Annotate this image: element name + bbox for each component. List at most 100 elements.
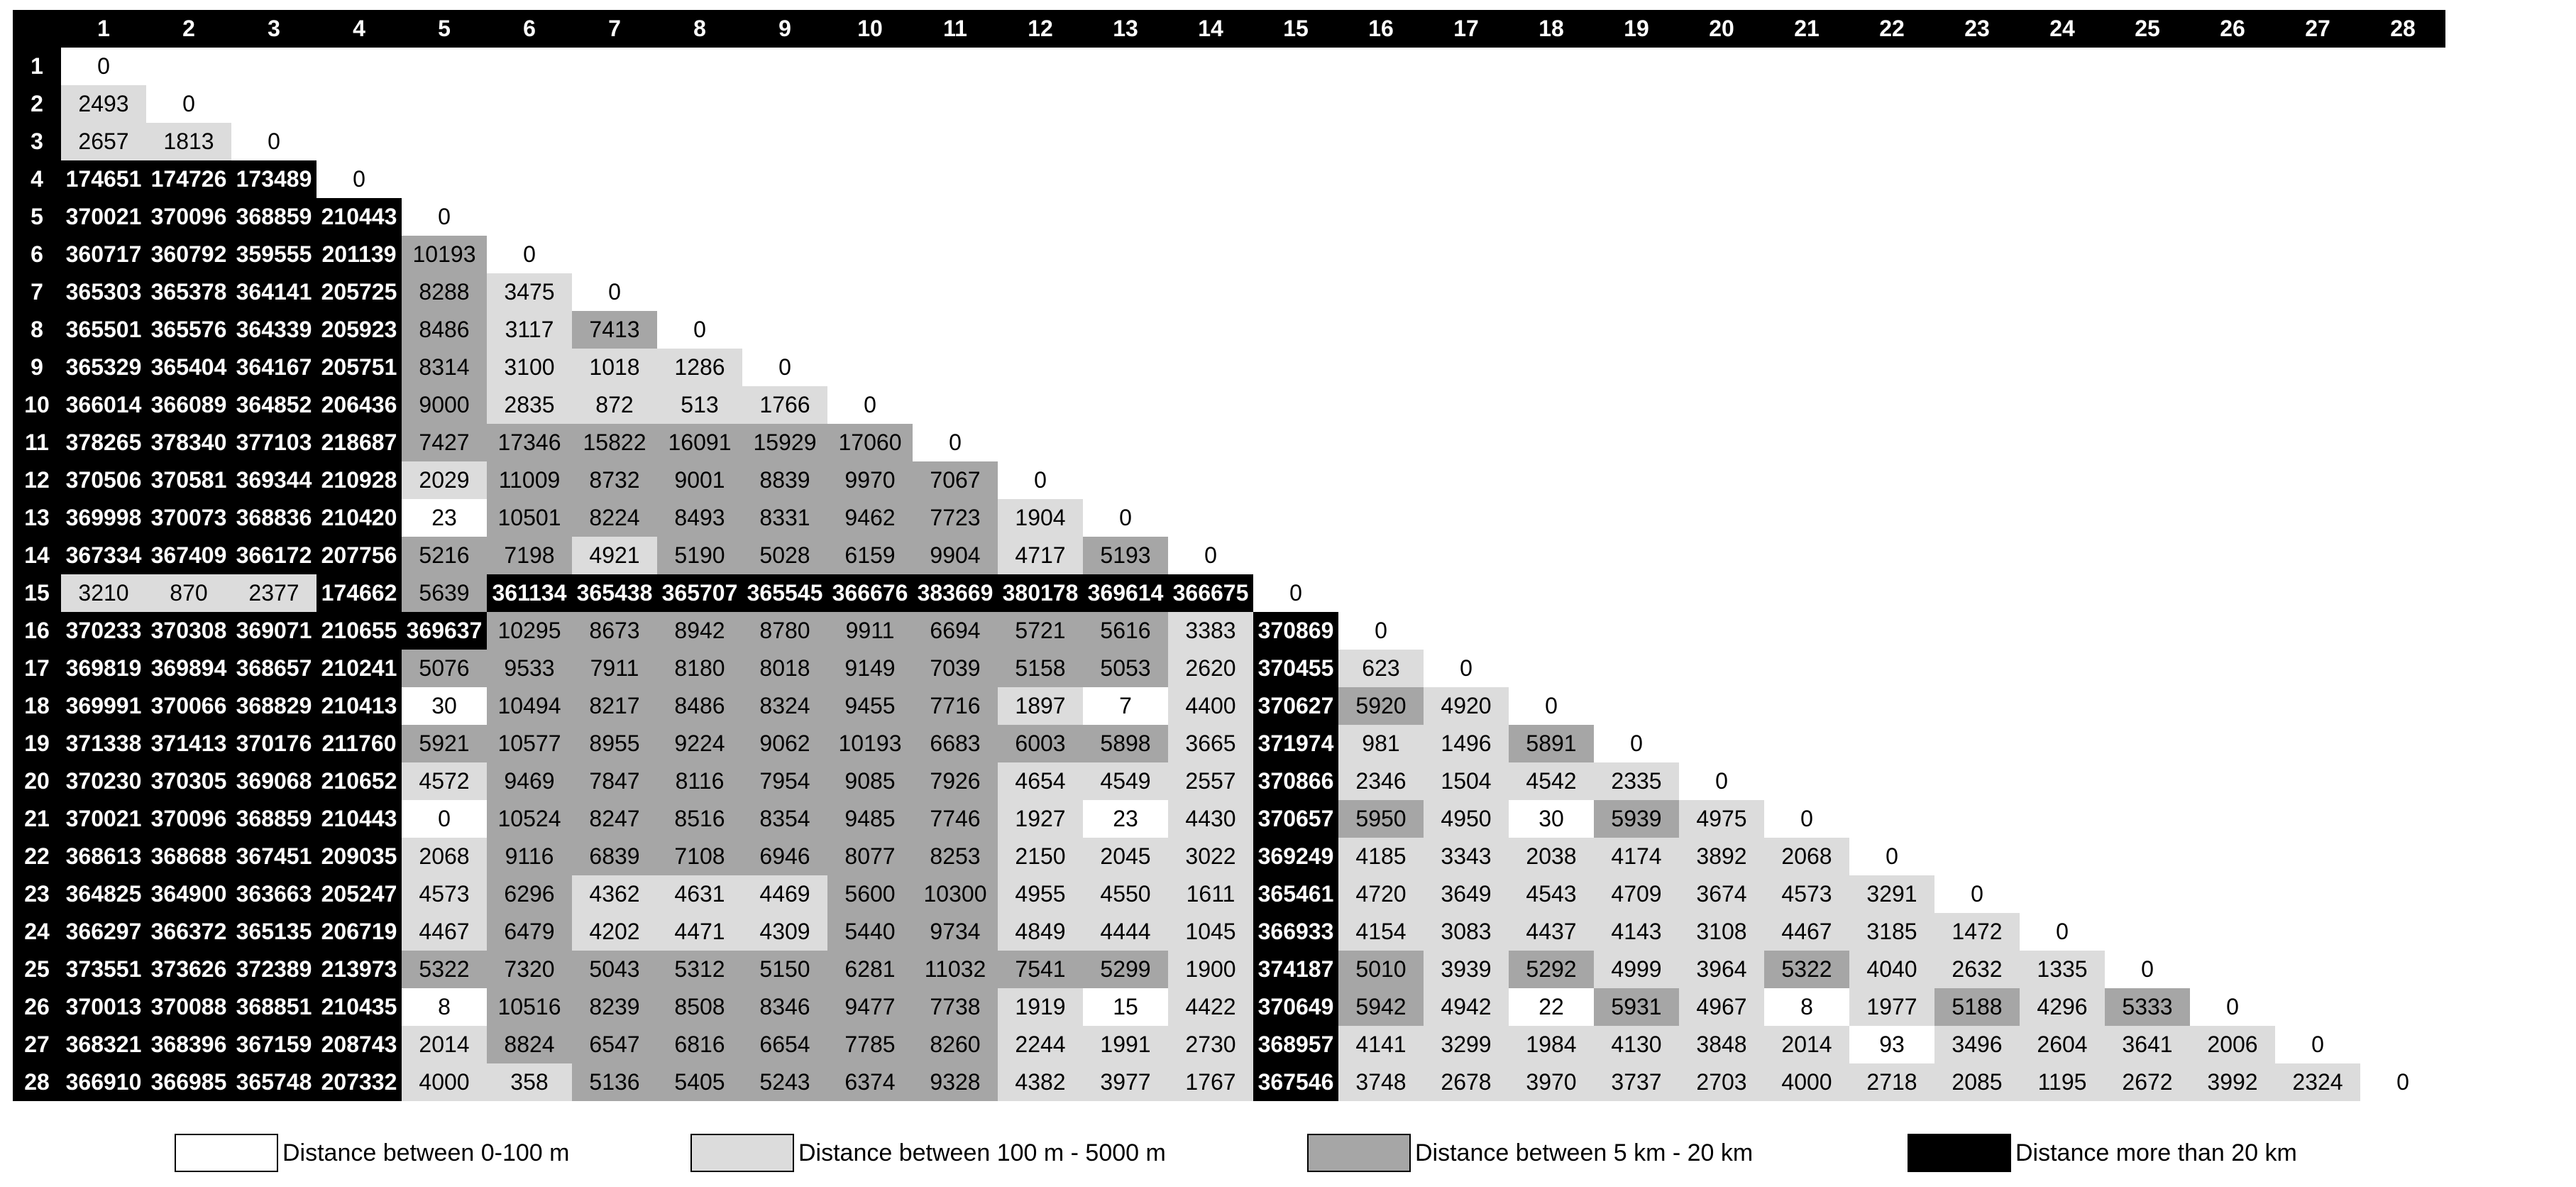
distance-cell: 368859	[231, 800, 317, 838]
empty-cell	[572, 198, 657, 236]
distance-cell: 8508	[657, 988, 742, 1026]
distance-cell: 370649	[1253, 988, 1338, 1026]
empty-cell	[1849, 574, 1934, 612]
distance-cell: 364167	[231, 349, 317, 386]
empty-cell	[1083, 236, 1168, 273]
table-row: 13 369998 370073 368836 210420 23 10501 8224 849…	[13, 499, 2445, 537]
empty-cell	[2190, 800, 2275, 838]
distance-cell: 7746	[913, 800, 998, 838]
empty-cell	[1168, 386, 1253, 424]
empty-cell	[998, 311, 1083, 349]
empty-cell	[1594, 537, 1679, 574]
empty-cell	[1083, 48, 1168, 85]
empty-cell	[2020, 762, 2105, 800]
distance-cell: 6374	[827, 1063, 913, 1101]
column-header: 28	[2360, 10, 2445, 48]
distance-cell: 2718	[1849, 1063, 1934, 1101]
distance-cell: 373551	[61, 951, 146, 988]
empty-cell	[1424, 273, 1509, 311]
distance-cell: 2014	[402, 1026, 487, 1063]
distance-cell: 4921	[572, 537, 657, 574]
empty-cell	[2360, 311, 2445, 349]
empty-cell	[1679, 311, 1764, 349]
empty-cell	[1338, 424, 1424, 461]
empty-cell	[1338, 236, 1424, 273]
empty-cell	[2190, 650, 2275, 687]
distance-cell: 4950	[1424, 800, 1509, 838]
distance-cell: 365303	[61, 273, 146, 311]
empty-cell	[1083, 273, 1168, 311]
diagonal-cell: 0	[572, 273, 657, 311]
row-header: 18	[13, 687, 61, 725]
row-header: 16	[13, 612, 61, 650]
distance-cell: 1977	[1849, 988, 1934, 1026]
empty-cell	[1849, 160, 1934, 198]
table-row: 24 366297 366372 365135 206719 4467 6479 4202 44…	[13, 913, 2445, 951]
empty-cell	[1594, 687, 1679, 725]
distance-cell: 2346	[1338, 762, 1424, 800]
empty-cell	[1764, 650, 1849, 687]
empty-cell	[827, 48, 913, 85]
distance-cell: 9469	[487, 762, 572, 800]
distance-cell: 208743	[317, 1026, 402, 1063]
empty-cell	[317, 85, 402, 123]
diagonal-cell: 0	[657, 311, 742, 349]
empty-cell	[1168, 85, 1253, 123]
empty-cell	[2105, 123, 2190, 160]
distance-cell: 359555	[231, 236, 317, 273]
empty-cell	[1764, 537, 1849, 574]
distance-cell: 3674	[1679, 875, 1764, 913]
distance-cell: 2493	[61, 85, 146, 123]
row-header: 26	[13, 988, 61, 1026]
empty-cell	[487, 198, 572, 236]
empty-cell	[1168, 198, 1253, 236]
empty-cell	[2360, 951, 2445, 988]
empty-cell	[1083, 85, 1168, 123]
empty-cell	[1934, 198, 2020, 236]
empty-cell	[1509, 273, 1594, 311]
distance-cell: 8516	[657, 800, 742, 838]
empty-cell	[2275, 85, 2360, 123]
distance-cell: 8180	[657, 650, 742, 687]
row-header: 3	[13, 123, 61, 160]
distance-cell: 4296	[2020, 988, 2105, 1026]
empty-cell	[2190, 85, 2275, 123]
column-header: 2	[146, 10, 231, 48]
empty-cell	[1509, 349, 1594, 386]
empty-cell	[2275, 725, 2360, 762]
distance-cell: 10295	[487, 612, 572, 650]
distance-cell: 5920	[1338, 687, 1424, 725]
distance-cell: 5010	[1338, 951, 1424, 988]
empty-cell	[2190, 762, 2275, 800]
diagonal-cell: 0	[1849, 838, 1934, 875]
distance-cell: 4549	[1083, 762, 1168, 800]
distance-cell: 9911	[827, 612, 913, 650]
empty-cell	[2105, 574, 2190, 612]
empty-cell	[1253, 424, 1338, 461]
distance-cell: 366675	[1168, 574, 1253, 612]
empty-cell	[1083, 349, 1168, 386]
distance-cell: 370581	[146, 461, 231, 499]
empty-cell	[2020, 386, 2105, 424]
empty-cell	[1849, 762, 1934, 800]
distance-cell: 3022	[1168, 838, 1253, 875]
distance-cell: 369249	[1253, 838, 1338, 875]
empty-cell	[1594, 349, 1679, 386]
empty-cell	[1764, 424, 1849, 461]
distance-cell: 7198	[487, 537, 572, 574]
table-row: 6 360717 360792 359555 201139 10193 0	[13, 236, 2445, 273]
distance-cell: 205247	[317, 875, 402, 913]
column-header: 25	[2105, 10, 2190, 48]
distance-cell: 370096	[146, 800, 231, 838]
empty-cell	[402, 160, 487, 198]
empty-cell	[1849, 273, 1934, 311]
distance-cell: 371338	[61, 725, 146, 762]
empty-cell	[1849, 461, 1934, 499]
empty-cell	[1679, 160, 1764, 198]
distance-cell: 370305	[146, 762, 231, 800]
diagonal-cell: 0	[1764, 800, 1849, 838]
distance-cell: 4573	[1764, 875, 1849, 913]
empty-cell	[913, 236, 998, 273]
empty-cell	[1168, 424, 1253, 461]
diagonal-cell: 0	[1338, 612, 1424, 650]
